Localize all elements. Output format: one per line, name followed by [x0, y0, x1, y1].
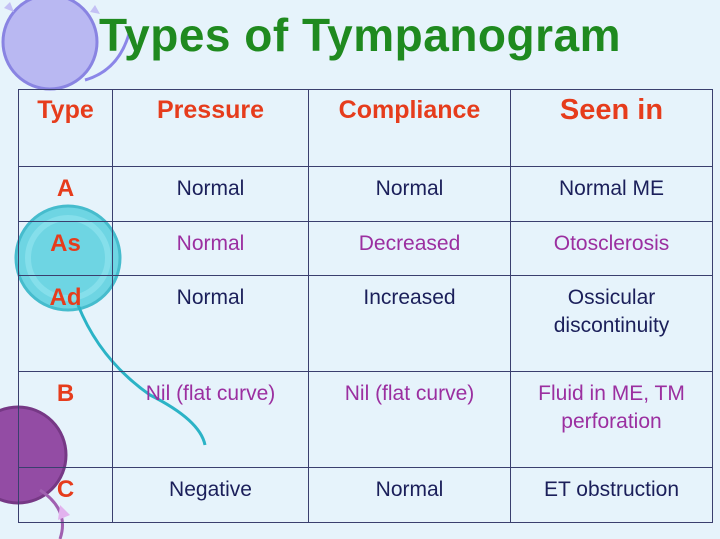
compliance-cell: Increased [308, 275, 511, 373]
seen-in-cell: Otosclerosis [510, 220, 713, 277]
header-pressure: Pressure [112, 89, 309, 167]
type-cell: As [18, 220, 113, 277]
type-cell: A [18, 166, 113, 222]
table-row: As Normal Decreased Otosclerosis [18, 220, 713, 277]
compliance-cell: Normal [308, 467, 511, 523]
type-cell: Ad [18, 275, 113, 373]
seen-in-cell: Ossicular discontinuity [510, 275, 713, 373]
type-cell: B [18, 371, 113, 469]
table-row: C Negative Normal ET obstruction [18, 467, 713, 523]
compliance-cell: Normal [308, 166, 511, 222]
compliance-cell: Decreased [308, 220, 511, 277]
seen-in-cell: ET obstruction [510, 467, 713, 523]
tympanogram-table: Type Pressure Compliance Seen in A Norma… [18, 89, 713, 523]
table-row: B Nil (flat curve) Nil (flat curve) Flui… [18, 371, 713, 469]
table-row: A Normal Normal Normal ME [18, 166, 713, 222]
type-cell: C [18, 467, 113, 523]
pressure-cell: Negative [112, 467, 309, 523]
pressure-cell: Normal [112, 275, 309, 373]
table-header-row: Type Pressure Compliance Seen in [18, 89, 713, 167]
seen-in-cell: Normal ME [510, 166, 713, 222]
header-type: Type [18, 89, 113, 167]
header-compliance: Compliance [308, 89, 511, 167]
page-title: Types of Tympanogram [98, 9, 622, 61]
pressure-cell: Nil (flat curve) [112, 371, 309, 469]
pressure-cell: Normal [112, 220, 309, 277]
pressure-cell: Normal [112, 166, 309, 222]
table-row: Ad Normal Increased Ossicular discontinu… [18, 275, 713, 373]
header-seen-in: Seen in [510, 89, 713, 167]
compliance-cell: Nil (flat curve) [308, 371, 511, 469]
seen-in-cell: Fluid in ME, TM perforation [510, 371, 713, 469]
